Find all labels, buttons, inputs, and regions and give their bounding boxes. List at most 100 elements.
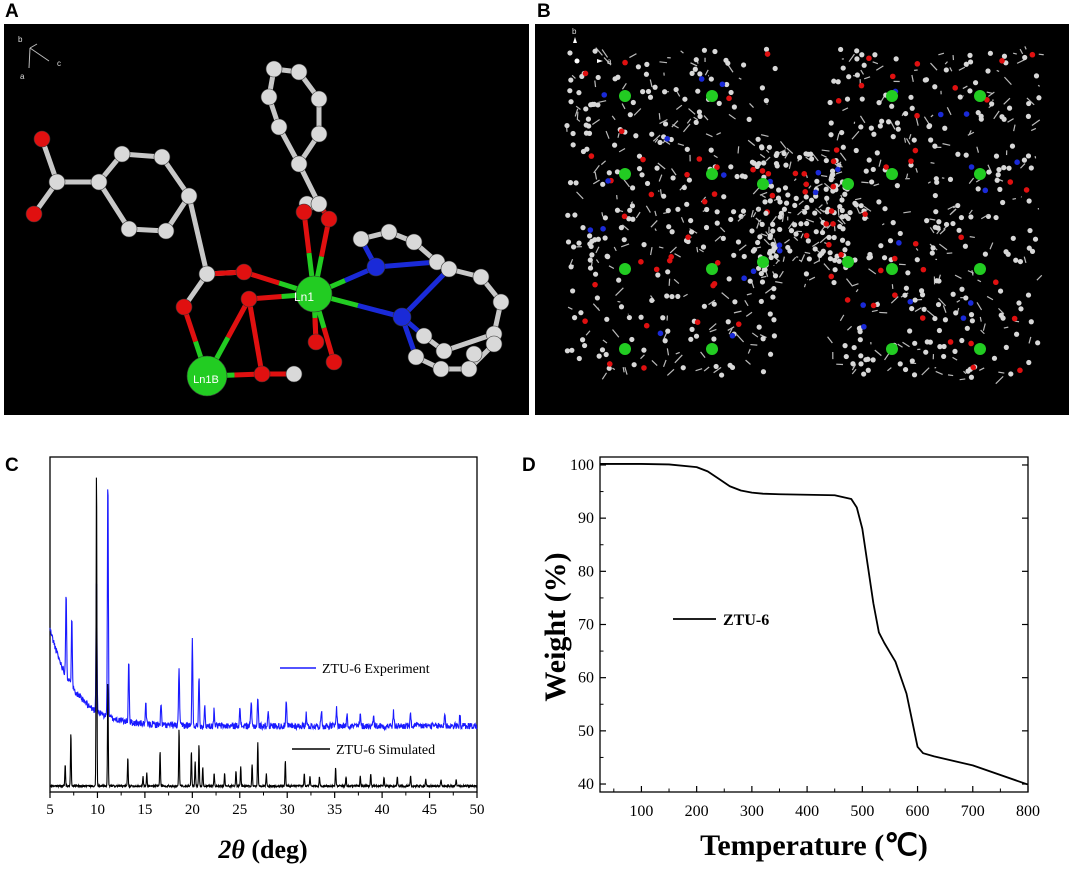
lattice-carbon — [871, 131, 877, 137]
lattice-carbon — [1028, 165, 1034, 171]
lanthanide-atom — [186, 355, 228, 397]
lattice-carbon — [591, 101, 597, 107]
lattice-carbon — [845, 240, 851, 246]
lattice-carbon — [882, 206, 888, 212]
lattice-bond — [601, 49, 609, 58]
lattice-bond — [759, 191, 768, 196]
lattice-carbon — [881, 255, 888, 261]
carbon-atom — [153, 148, 171, 166]
lattice-bond — [851, 364, 857, 371]
lattice-carbon — [669, 293, 675, 300]
lattice-bond — [871, 309, 878, 313]
lattice-nitrogen — [812, 189, 819, 196]
lattice-bond — [705, 133, 713, 138]
lattice-oxygen — [588, 153, 595, 159]
lattice-carbon — [644, 61, 650, 67]
lattice-bond — [676, 91, 681, 97]
lattice-bond — [613, 246, 617, 252]
lattice-bond — [863, 76, 871, 80]
lattice-carbon — [839, 197, 845, 203]
lattice-oxygen — [648, 191, 655, 198]
lattice-bond — [662, 359, 667, 368]
lattice-oxygen — [947, 339, 954, 345]
carbon-atom — [265, 60, 283, 78]
lattice-oxygen — [606, 361, 613, 367]
lattice-carbon — [796, 154, 803, 161]
carbon-atom — [290, 63, 308, 81]
x-tick-label: 10 — [90, 802, 105, 818]
lattice-carbon — [858, 124, 864, 130]
lattice-carbon — [872, 52, 878, 58]
bond — [400, 267, 451, 319]
coordination-structure-image: Ln1 Ln1B b a c — [4, 24, 529, 415]
lattice-carbon — [695, 88, 701, 94]
carbon-atom — [440, 260, 458, 278]
lattice-oxygen — [711, 280, 718, 287]
lattice-carbon — [840, 65, 846, 71]
x-tick-label: 200 — [685, 803, 709, 820]
lattice-carbon — [696, 109, 703, 115]
lattice-carbon — [942, 125, 948, 131]
lattice-carbon — [808, 197, 815, 203]
lattice-bond — [780, 141, 787, 149]
lattice-carbon — [689, 70, 695, 76]
lattice-carbon — [912, 297, 918, 303]
lattice-carbon — [1013, 257, 1019, 263]
lattice-bond — [640, 354, 645, 360]
lattice-bond — [968, 130, 972, 135]
lattice-carbon — [862, 215, 868, 221]
lattice-carbon — [858, 361, 864, 367]
lattice-bond — [911, 74, 914, 82]
lattice-bond — [921, 367, 930, 376]
x-tick-label: 50 — [470, 802, 485, 818]
lattice-bond — [904, 137, 907, 143]
lattice-carbon — [635, 64, 641, 70]
lattice-bond — [861, 181, 869, 184]
lattice-carbon — [962, 243, 969, 249]
lattice-carbon — [614, 169, 621, 175]
lattice-bond — [852, 283, 859, 287]
lattice-oxygen — [999, 57, 1005, 64]
lattice-bond — [989, 242, 994, 250]
lattice-carbon — [1033, 73, 1040, 79]
lattice-carbon — [792, 202, 798, 209]
lattice-carbon — [771, 333, 777, 339]
svg-text:a: a — [607, 57, 612, 66]
lattice-bond — [800, 233, 804, 239]
lattice-nitrogen — [587, 227, 594, 233]
lattice-nitrogen — [605, 178, 611, 184]
lattice-bond — [571, 74, 576, 79]
lattice-carbon — [863, 357, 869, 363]
lattice-bond — [666, 348, 670, 356]
lattice-nitrogen — [937, 111, 944, 118]
lattice-carbon — [1003, 249, 1009, 255]
lattice-carbon — [902, 292, 908, 298]
lattice-carbon — [657, 139, 663, 146]
lattice-nitrogen — [776, 242, 783, 249]
lattice-carbon — [929, 250, 935, 256]
lattice-carbon — [749, 159, 756, 165]
lattice-carbon — [763, 98, 769, 104]
lattice-bond — [716, 132, 722, 136]
lattice-carbon — [932, 143, 938, 149]
x-tick-label: 600 — [906, 803, 930, 820]
lattice-bond — [823, 263, 831, 271]
lattice-bond — [608, 265, 615, 270]
lattice-carbon — [894, 183, 900, 189]
lattice-carbon — [959, 286, 965, 292]
lattice-bond — [868, 268, 877, 275]
lattice-carbon — [731, 252, 737, 258]
lattice-carbon — [603, 351, 609, 358]
lattice-carbon — [1026, 245, 1032, 251]
lattice-carbon — [1026, 100, 1032, 107]
lattice-carbon — [665, 269, 671, 275]
lattice-bond — [993, 110, 1000, 120]
lattice-carbon — [665, 207, 671, 214]
lattice-bond — [765, 149, 770, 153]
lattice-bond — [695, 368, 703, 372]
lattice-carbon — [675, 293, 681, 300]
lattice-carbon — [867, 251, 873, 258]
lattice-carbon — [713, 363, 719, 370]
lattice-carbon — [933, 176, 939, 182]
lattice-carbon — [654, 165, 660, 171]
